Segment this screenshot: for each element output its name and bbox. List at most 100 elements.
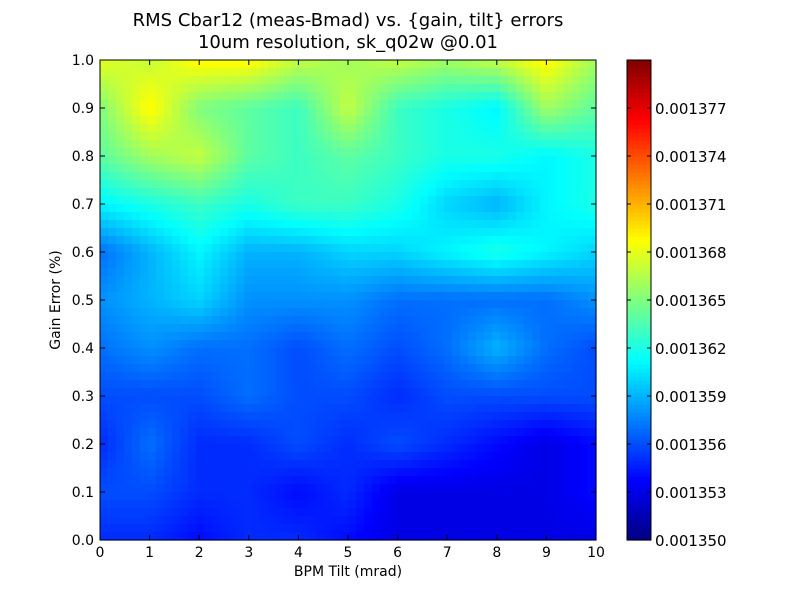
contour-cell [260,164,269,173]
contour-cell [340,244,349,253]
contour-cell [180,292,189,301]
contour-cell [524,348,533,357]
contour-cell [396,228,405,237]
colorbar-segment [627,204,651,209]
contour-cell [396,180,405,189]
colorbar-segment [627,408,651,413]
contour-cell [300,236,309,245]
contour-cell [524,92,533,101]
contour-cell [476,268,485,277]
contour-cell [308,76,317,85]
contour-cell [412,436,421,445]
contour-cell [236,212,245,221]
contour-cell [100,260,109,269]
contour-cell [380,468,389,477]
contour-cell [420,84,429,93]
contour-cell [124,372,133,381]
contour-cell [228,164,237,173]
contour-cell [284,532,293,541]
contour-cell [348,396,357,405]
contour-cell [452,492,461,501]
contour-cell [444,516,453,525]
contour-cell [172,140,181,149]
contour-cell [380,340,389,349]
contour-cell [220,532,229,541]
colorbar-segment [627,504,651,509]
contour-cell [308,500,317,509]
contour-cell [244,364,253,373]
contour-cell [132,220,141,229]
contour-cell [348,356,357,365]
contour-cell [284,284,293,293]
contour-cell [356,436,365,445]
contour-cell [108,260,117,269]
contour-cell [348,188,357,197]
contour-cell [524,252,533,261]
contour-cell [228,172,237,181]
contour-cell [300,148,309,157]
contour-cell [108,404,117,413]
contour-cell [404,532,413,541]
contour-cell [148,348,157,357]
contour-cell [140,348,149,357]
contour-cell [108,268,117,277]
contour-cell [436,444,445,453]
contour-cell [372,444,381,453]
contour-cell [132,452,141,461]
contour-cell [388,172,397,181]
contour-cell [220,148,229,157]
contour-cell [220,180,229,189]
contour-cell [500,476,509,485]
contour-cell [380,204,389,213]
contour-cell [268,292,277,301]
contour-cell [100,476,109,485]
contour-cell [316,132,325,141]
contour-cell [356,516,365,525]
contour-cell [372,148,381,157]
contour-cell [332,524,341,533]
contour-cell [180,356,189,365]
contour-cell [540,340,549,349]
contour-cell [276,388,285,397]
contour-cell [124,476,133,485]
contour-cell [244,260,253,269]
contour-cell [140,100,149,109]
contour-cell [236,484,245,493]
contour-cell [332,428,341,437]
contour-cell [188,108,197,117]
contour-cell [164,212,173,221]
contour-cell [348,148,357,157]
contour-cell [332,420,341,429]
contour-cell [548,444,557,453]
contour-cell [100,308,109,317]
contour-cell [468,124,477,133]
contour-cell [548,316,557,325]
contour-cell [396,340,405,349]
contour-cell [468,220,477,229]
contour-cell [356,364,365,373]
contour-cell [300,196,309,205]
contour-cell [436,508,445,517]
contour-cell [348,244,357,253]
contour-cell [276,436,285,445]
contour-cell [500,348,509,357]
contour-cell [436,148,445,157]
contour-cell [164,260,173,269]
contour-cell [548,196,557,205]
contour-cell [292,276,301,285]
contour-cell [316,364,325,373]
contour-cell [140,220,149,229]
contour-cell [212,276,221,285]
contour-cell [172,372,181,381]
contour-cell [244,420,253,429]
contour-cell [244,348,253,357]
contour-cell [364,180,373,189]
contour-cell [572,212,581,221]
contour-cell [492,276,501,285]
contour-cell [276,76,285,85]
contour-cell [540,332,549,341]
contour-cell [540,348,549,357]
contour-cell [164,348,173,357]
contour-cell [548,116,557,125]
contour-cell [252,164,261,173]
